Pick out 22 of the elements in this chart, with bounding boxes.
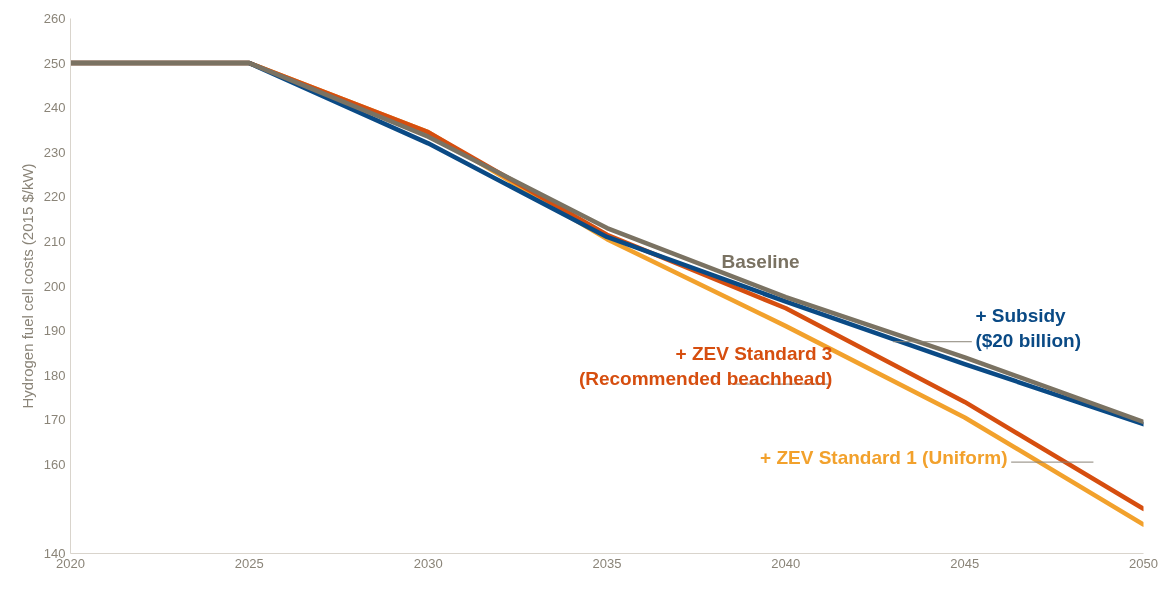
- x-tick-label: 2040: [771, 555, 801, 571]
- series-label: + Subsidy ($20 billion): [975, 305, 1081, 352]
- x-tick-label: 2035: [592, 555, 622, 571]
- x-tick-label: 2030: [413, 555, 443, 571]
- y-tick-label: 260: [43, 11, 66, 26]
- x-tick-label: 2050: [1129, 555, 1158, 571]
- y-tick-label: 180: [43, 367, 66, 383]
- y-axis-title: Hydrogen fuel cell costs (2015 $/kW): [18, 163, 36, 409]
- series-label: + ZEV Standard 1 (Uniform): [760, 447, 1008, 469]
- y-tick-label: 170: [43, 412, 66, 428]
- y-tick-label: 160: [43, 456, 66, 472]
- y-tick-label: 200: [43, 278, 66, 294]
- series-label: + ZEV Standard 3 (Recommended beachhead): [578, 343, 833, 390]
- y-tick-label: 220: [43, 189, 66, 205]
- y-tick-label: 240: [43, 100, 66, 116]
- y-tick-label: 210: [43, 233, 66, 249]
- y-tick-label: 250: [43, 55, 66, 71]
- x-tick-label: 2045: [950, 555, 980, 571]
- x-tick-label: 2025: [234, 555, 264, 571]
- series-label: Baseline: [721, 250, 800, 272]
- y-tick-label: 190: [43, 323, 66, 339]
- y-tick-label: 230: [43, 144, 66, 160]
